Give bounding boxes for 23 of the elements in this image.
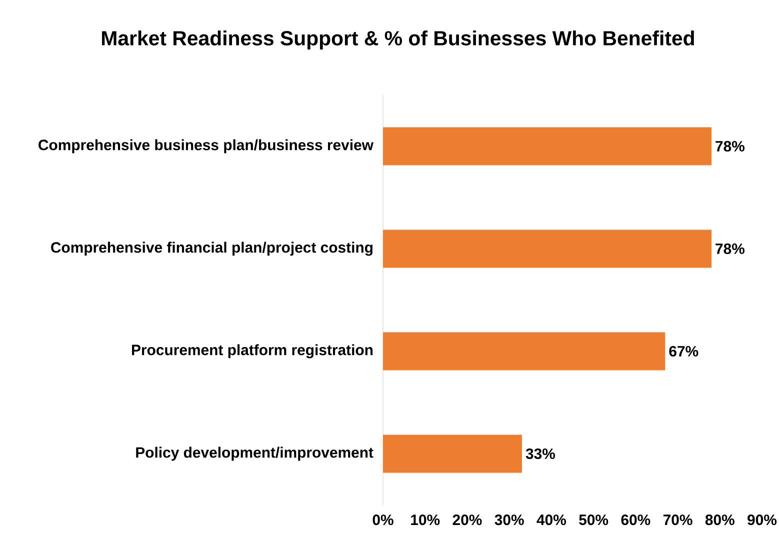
- x-tick-label: 0%: [372, 514, 394, 526]
- chart-title: Market Readiness Support & % of Businesses Who Benefited: [102, 30, 694, 50]
- bar: [383, 332, 666, 370]
- data-label: 78%: [716, 243, 744, 254]
- x-tick-label: 70%: [663, 514, 692, 526]
- x-tick-label: 20%: [452, 514, 482, 526]
- y-tick-label: Policy development/improvement: [136, 446, 374, 461]
- y-tick-label: Comprehensive business plan/business review: [38, 139, 374, 154]
- x-tick-label: 90%: [748, 514, 777, 526]
- y-tick-label: Procurement platform registration: [132, 344, 373, 358]
- data-label: 33%: [526, 448, 555, 460]
- bar: [383, 230, 712, 268]
- y-tick-label: Comprehensive financial plan/project costing: [51, 242, 372, 256]
- x-tick-label: 80%: [705, 514, 734, 526]
- x-tick-label: 60%: [621, 514, 650, 526]
- data-label: 78%: [716, 140, 744, 152]
- x-tick-label: 30%: [494, 514, 524, 526]
- x-tick-label: 40%: [536, 514, 566, 526]
- x-tick-label: 50%: [579, 514, 608, 526]
- bar: [383, 127, 712, 166]
- data-label: 67%: [669, 346, 698, 357]
- x-tick-label: 10%: [411, 514, 440, 526]
- bar: [383, 434, 522, 473]
